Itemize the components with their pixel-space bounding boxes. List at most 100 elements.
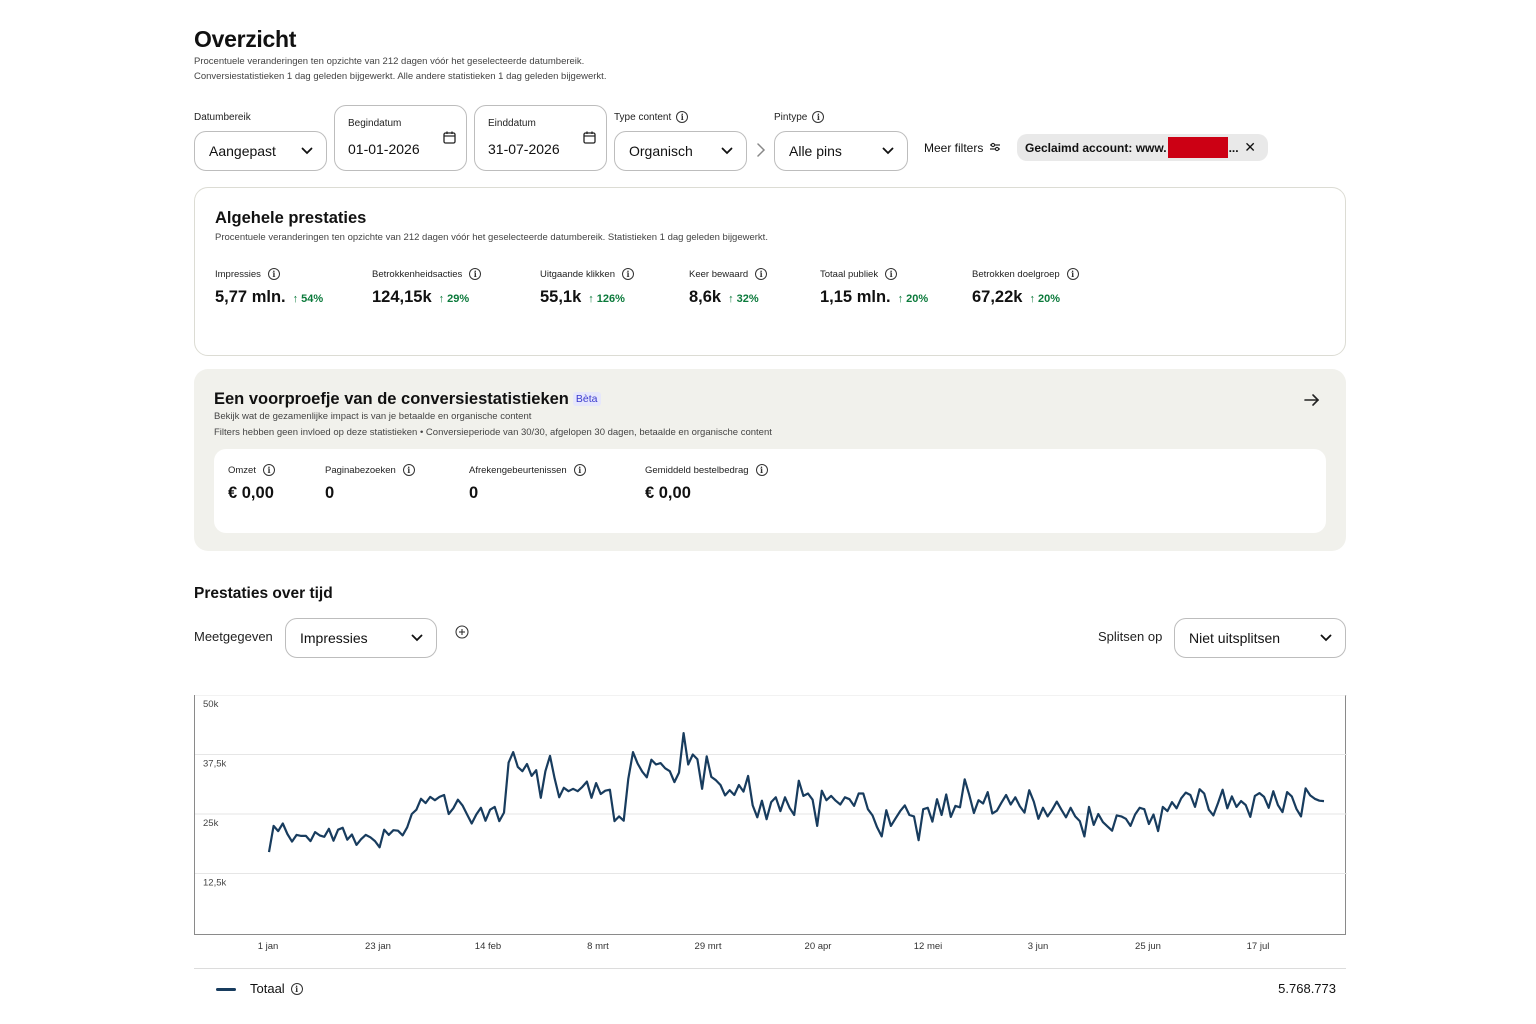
- overall-performance-title: Algehele prestaties: [215, 209, 367, 227]
- metric-select-label: Meetgegeven: [194, 629, 273, 644]
- date-range-select[interactable]: Aangepast: [194, 131, 327, 171]
- split-select-value: Niet uitsplitsen: [1189, 630, 1281, 646]
- content-type-select[interactable]: Organisch: [614, 131, 747, 171]
- conversion-preview-card[interactable]: Een voorproefje van de conversiestatisti…: [194, 369, 1346, 551]
- more-filters-button[interactable]: Meer filters: [924, 141, 1001, 155]
- chart-canvas: 12,5k 25k 37,5k 50k: [195, 695, 1347, 889]
- conversion-title: Een voorproefje van de conversiestatisti…: [214, 390, 772, 409]
- info-icon[interactable]: i: [755, 268, 768, 280]
- metric-label: Afrekengebeurtenissen: [469, 464, 567, 476]
- info-icon[interactable]: i: [676, 111, 689, 123]
- metric-value: 1,15 mln.: [820, 288, 891, 306]
- x-tick-label: 17 jul: [1247, 941, 1270, 952]
- page-title: Overzicht: [194, 26, 297, 52]
- metric-checkouts: Afrekengebeurtenissen i 0: [469, 464, 586, 503]
- claimed-account-label: Geclaimd account: www.: [1025, 140, 1167, 155]
- x-tick-label: 14 feb: [475, 941, 501, 952]
- performance-over-time-title: Prestaties over tijd: [194, 585, 333, 602]
- info-icon[interactable]: i: [1066, 268, 1079, 280]
- chevron-down-icon: [1319, 631, 1333, 645]
- start-date-value: 01-01-2026: [348, 141, 420, 157]
- info-icon[interactable]: i: [885, 268, 898, 280]
- metric-value: 67,22k: [972, 288, 1023, 306]
- metric-change: ↑ 29%: [438, 293, 470, 305]
- x-tick-label: 25 jun: [1135, 941, 1161, 952]
- info-icon[interactable]: i: [812, 111, 825, 123]
- pin-type-value: Alle pins: [789, 143, 842, 159]
- end-date-label: Einddatum: [488, 118, 536, 129]
- metric-label: Impressies: [215, 268, 261, 280]
- metric-value: 0: [469, 484, 479, 502]
- metric-select-value: Impressies: [300, 630, 368, 646]
- pin-type-select[interactable]: Alle pins: [774, 131, 908, 171]
- date-range-label: Datumbereik: [194, 112, 251, 123]
- end-date-field[interactable]: Einddatum 31-07-2026: [474, 105, 607, 171]
- end-date-value: 31-07-2026: [488, 141, 560, 157]
- claimed-account-chip[interactable]: Geclaimd account: www. ... ✕: [1017, 134, 1268, 161]
- metric-revenue: Omzet i € 0,00: [228, 464, 275, 503]
- y-tick-label: 50k: [203, 699, 219, 710]
- redaction-block: [1167, 137, 1228, 158]
- metric-engaged-audience: Betrokken doelgroep i 67,22k ↑ 20%: [972, 268, 1079, 307]
- performance-chart[interactable]: 12,5k 25k 37,5k 50k: [194, 695, 1347, 935]
- metric-value: 8,6k: [689, 288, 722, 306]
- info-icon[interactable]: i: [290, 982, 303, 995]
- overall-performance-subtitle: Procentuele veranderingen ten opzichte v…: [215, 232, 768, 243]
- legend-item-total[interactable]: Totaal i: [250, 981, 303, 996]
- chevron-right-icon: [756, 142, 766, 163]
- metric-avg-order-value: Gemiddeld bestelbedrag i € 0,00: [645, 464, 768, 503]
- x-tick-label: 8 mrt: [587, 941, 609, 952]
- arrow-right-icon[interactable]: [1304, 393, 1320, 412]
- metric-change: ↑ 20%: [1029, 293, 1060, 305]
- calendar-icon[interactable]: [583, 131, 596, 149]
- arrow-up-icon: ↑: [1029, 293, 1035, 305]
- legend-swatch: [216, 988, 236, 991]
- start-date-field[interactable]: Begindatum 01-01-2026: [334, 105, 467, 171]
- split-select-label: Splitsen op: [1098, 629, 1163, 644]
- calendar-icon[interactable]: [443, 131, 456, 149]
- conversion-subtitle: Bekijk wat de gezamenlijke impact is van…: [214, 411, 532, 422]
- split-select[interactable]: Niet uitsplitsen: [1174, 618, 1346, 658]
- info-icon[interactable]: i: [573, 464, 586, 476]
- chevron-down-icon: [410, 631, 424, 645]
- content-type-label: Type content i: [614, 111, 689, 123]
- metric-value: € 0,00: [645, 484, 691, 502]
- arrow-up-icon: ↑: [897, 293, 904, 305]
- start-date-label: Begindatum: [348, 118, 402, 129]
- info-icon[interactable]: i: [262, 464, 275, 476]
- metric-select[interactable]: Impressies: [285, 618, 437, 658]
- metric-total-audience: Totaal publiek i 1,15 mln. ↑ 20%: [820, 268, 928, 307]
- page-update-note: Conversiestatistieken 1 dag geleden bijg…: [194, 71, 607, 82]
- metric-change: ↑ 32%: [728, 293, 759, 305]
- x-tick-label: 20 apr: [805, 941, 832, 952]
- y-tick-label: 37,5k: [203, 759, 226, 770]
- legend-label: Totaal: [250, 981, 285, 996]
- metric-label: Betrokkenheidsacties: [372, 268, 463, 280]
- chart-legend: Totaal i 5.768.773: [194, 968, 1346, 1008]
- conversion-filter-note: Filters hebben geen invloed op deze stat…: [214, 427, 772, 438]
- info-icon[interactable]: i: [402, 464, 415, 476]
- info-icon[interactable]: i: [622, 268, 634, 280]
- metric-value: 124,15k: [372, 288, 432, 306]
- series-line-totaal: [267, 732, 1325, 853]
- x-tick-label: 3 jun: [1028, 941, 1049, 952]
- metric-value: 0: [325, 484, 335, 502]
- more-filters-label: Meer filters: [924, 141, 984, 155]
- date-range-value: Aangepast: [209, 143, 276, 159]
- close-icon[interactable]: ✕: [1244, 139, 1256, 155]
- pin-type-label: Pintype i: [774, 111, 825, 123]
- sliders-icon: [989, 141, 1001, 155]
- arrow-up-icon: ↑: [588, 293, 594, 305]
- info-icon[interactable]: i: [267, 268, 280, 280]
- add-metric-icon[interactable]: [455, 625, 469, 644]
- x-axis: 1 jan 23 jan 14 feb 8 mrt 29 mrt 20 apr 12 mei…: [258, 941, 1270, 952]
- info-icon[interactable]: i: [469, 268, 482, 280]
- metric-outbound-clicks: Uitgaande klikken i 55,1k ↑ 126%: [540, 268, 634, 307]
- info-icon[interactable]: i: [755, 464, 768, 476]
- metric-label: Gemiddeld bestelbedrag: [645, 464, 749, 476]
- conversion-metrics-panel: Omzet i € 0,00 Paginabezoeken i 0 Afrekeng…: [214, 449, 1326, 533]
- x-tick-label: 23 jan: [365, 941, 391, 952]
- metric-label: Keer bewaard: [689, 268, 749, 280]
- metric-impressions: Impressies i 5,77 mln. ↑ 54%: [215, 268, 323, 307]
- chevron-down-icon: [881, 144, 895, 158]
